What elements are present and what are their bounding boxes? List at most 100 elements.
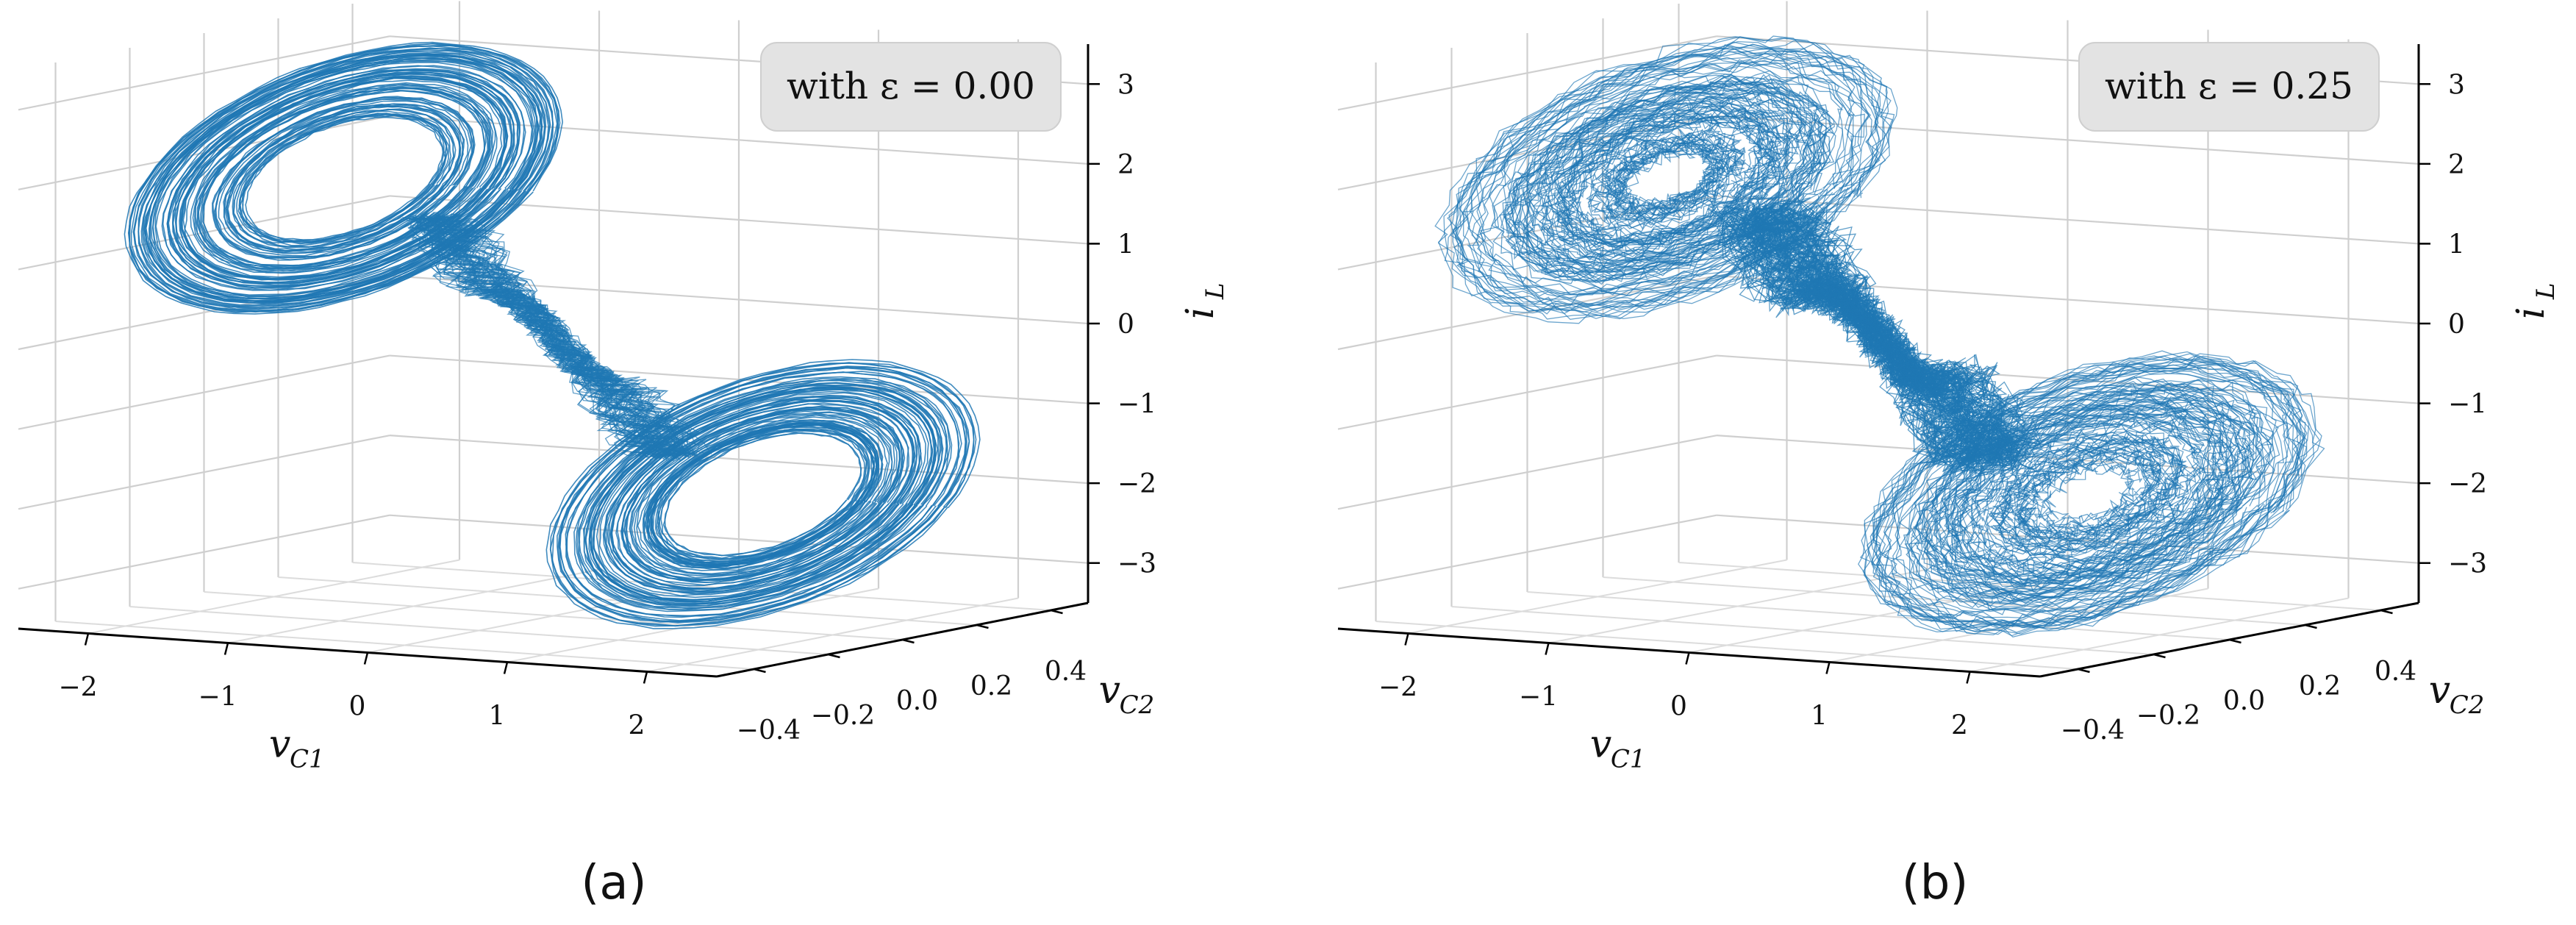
trajectory-loop bbox=[1479, 61, 1844, 293]
trajectory-loop bbox=[650, 424, 876, 565]
trajectory-loop bbox=[1539, 93, 1806, 264]
trajectory-loop bbox=[1891, 369, 2293, 624]
trajectory-loop bbox=[1920, 389, 2258, 602]
trajectory-loop bbox=[196, 86, 491, 271]
trajectory-loop bbox=[232, 108, 455, 248]
trajectory-band bbox=[420, 219, 679, 461]
grid-line-left-z-4 bbox=[1337, 354, 1717, 430]
trajectory-loop bbox=[664, 432, 862, 557]
grid-line-back-z-4 bbox=[389, 354, 1089, 404]
panel-caption-a: (a) bbox=[581, 856, 646, 910]
trajectory-loop bbox=[1924, 385, 2261, 602]
trajectory-band bbox=[443, 213, 696, 462]
trajectory-loop bbox=[1478, 59, 1854, 296]
grid-line-floor-y-1 bbox=[1451, 606, 2154, 655]
y-tick-label: 0.4 bbox=[2375, 657, 2416, 687]
grid-line-back-z-5 bbox=[389, 435, 1089, 485]
z-tick-label: 0 bbox=[2448, 310, 2465, 340]
y-tick-label: −0.2 bbox=[2136, 701, 2200, 731]
trajectory-loop bbox=[218, 100, 469, 257]
x-tick bbox=[643, 671, 648, 684]
trajectory-loop bbox=[1533, 93, 1801, 261]
trajectory-loop bbox=[575, 377, 951, 611]
trajectory-loop bbox=[1588, 129, 1746, 226]
trajectory-loop bbox=[2019, 449, 2161, 539]
trajectory-loop bbox=[1500, 76, 1834, 285]
z-tick-label: 1 bbox=[2448, 229, 2465, 260]
trajectory-loop bbox=[1908, 382, 2272, 608]
x-tick bbox=[1825, 662, 1831, 674]
trajectory-loop bbox=[1492, 65, 1845, 293]
x-axis-title-sub: C1 bbox=[1611, 745, 1646, 774]
x-tick-label: −1 bbox=[198, 682, 237, 712]
x-tick bbox=[1685, 652, 1690, 665]
trajectory-band bbox=[1710, 206, 1983, 466]
grid-line-left-z-0 bbox=[1337, 35, 1717, 111]
axes-b: −2 −1 0 1 2 −0.4 −0.2 0.0 0.2 0.43210−1−2−3vC1vC2… bbox=[1337, 44, 2561, 774]
z-tick-label: −2 bbox=[2448, 469, 2487, 499]
trajectory-loop bbox=[1964, 416, 2214, 574]
trajectory-loop bbox=[1576, 118, 1767, 239]
trajectory-loop bbox=[1910, 378, 2272, 607]
legend-a: with ε = 0.00 bbox=[760, 42, 1062, 132]
trajectory-loop bbox=[155, 62, 533, 296]
trajectory-loop bbox=[660, 430, 865, 560]
trajectory-band bbox=[411, 215, 687, 457]
trajectory-band bbox=[1737, 204, 2017, 461]
trajectory-loop bbox=[1922, 393, 2247, 597]
trajectory-loop bbox=[1989, 435, 2187, 558]
trajectory-loop bbox=[1463, 51, 1872, 307]
trajectory-loop bbox=[1928, 395, 2250, 596]
trajectory-loop bbox=[583, 382, 943, 607]
trajectory-loop bbox=[659, 429, 867, 560]
x-axis-title: v bbox=[1590, 723, 1611, 767]
trajectory-loop bbox=[2017, 451, 2159, 538]
y-tick bbox=[976, 624, 989, 629]
x-tick bbox=[503, 662, 509, 674]
trajectory-loop bbox=[179, 76, 507, 280]
z-tick-label: 2 bbox=[1117, 150, 1134, 180]
trajectory-loop bbox=[1898, 376, 2277, 612]
trajectory-band bbox=[426, 218, 695, 462]
trajectory-loop bbox=[1459, 49, 1878, 310]
trajectory-b bbox=[1434, 35, 2325, 638]
trajectory-loop bbox=[190, 82, 498, 274]
trajectory-loop bbox=[615, 402, 910, 587]
z-tick-label: 1 bbox=[1117, 229, 1134, 260]
x-tick-label: 1 bbox=[1811, 701, 1828, 732]
trajectory-band bbox=[1721, 228, 1984, 474]
y-tick bbox=[2229, 638, 2242, 644]
y-tick-label: 0.0 bbox=[896, 686, 938, 716]
trajectory-loop bbox=[129, 44, 559, 313]
grid-line-floor-y-0 bbox=[1375, 621, 2078, 670]
trajectory-loop bbox=[1453, 40, 1883, 315]
z-tick-label: −1 bbox=[2448, 390, 2487, 420]
y-tick bbox=[828, 653, 840, 659]
trajectory-loop bbox=[648, 423, 878, 566]
grid-line-floor-y-4 bbox=[352, 562, 1051, 611]
trajectory-loop bbox=[1883, 364, 2294, 626]
x-axis-title-sub: C1 bbox=[290, 745, 325, 774]
panel-b: −2 −1 0 1 2 −0.4 −0.2 0.0 0.2 0.43210−1−2−3vC1vC2… bbox=[1337, 1, 2561, 910]
trajectory-band bbox=[432, 213, 690, 458]
trajectory-loop bbox=[2017, 446, 2161, 540]
grid-line-back-z-1 bbox=[1716, 115, 2419, 165]
trajectory-loop bbox=[1614, 140, 1725, 214]
trajectory-loop bbox=[1475, 60, 1855, 296]
trajectory-loop bbox=[202, 90, 485, 267]
trajectory-loop bbox=[133, 47, 554, 310]
legend-b: with ε = 0.25 bbox=[2078, 42, 2380, 132]
trajectory-loop bbox=[620, 406, 904, 583]
z-axis-title-sub: L bbox=[1201, 283, 1230, 301]
x-tick-label: 2 bbox=[629, 711, 645, 741]
grid-line-floor-y-2 bbox=[1527, 591, 2230, 640]
grid-line-floor-y-1 bbox=[129, 606, 829, 655]
z-tick-label: −3 bbox=[1117, 549, 1156, 579]
y-axis-title: v bbox=[1099, 668, 1120, 712]
grid-line-left-z-6 bbox=[18, 514, 390, 590]
trajectory-loop bbox=[1525, 87, 1811, 271]
z-tick-label: −2 bbox=[1117, 469, 1156, 499]
trajectory-loop bbox=[1986, 429, 2197, 562]
y-tick bbox=[902, 638, 915, 644]
z-tick-label: −1 bbox=[1117, 390, 1156, 420]
